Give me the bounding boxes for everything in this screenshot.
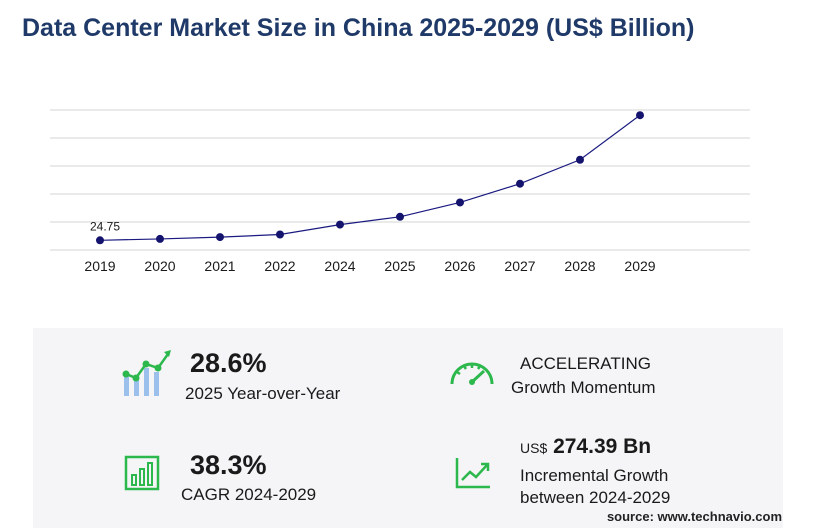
momentum-line2: Growth Momentum (511, 378, 656, 397)
incremental-line1: Incremental Growth (520, 466, 669, 485)
incremental-value: US$ 274.39 Bn (520, 435, 651, 459)
data-label: 24.75 (90, 219, 120, 233)
yoy-label: 2025 Year-over-Year (185, 384, 341, 403)
data-point (456, 198, 464, 207)
data-point (96, 236, 104, 245)
incremental-amount: 274.39 Bn (553, 435, 652, 458)
data-point (336, 220, 344, 229)
x-tick-label: 2024 (324, 258, 355, 274)
cagr-label: CAGR 2024-2029 (181, 485, 317, 504)
data-point (276, 230, 284, 239)
chart-title: Data Center Market Size in China 2025-20… (22, 14, 695, 42)
cagr-value: 38.3% (190, 450, 267, 480)
line-chart: 2019 2020 2021 2022 2024 2025 2026 2027 2028 2029… (50, 109, 750, 274)
incremental-line2: between 2024-2029 (520, 488, 671, 507)
growth-chart-icon (122, 350, 171, 396)
x-tick-label: 2027 (504, 258, 535, 274)
x-tick-label: 2020 (144, 258, 175, 274)
x-tick-label: 2021 (204, 258, 235, 274)
yoy-value: 28.6% (190, 348, 267, 378)
bar-chart-icon (124, 455, 160, 491)
data-point (576, 155, 584, 164)
data-point (216, 233, 224, 242)
x-tick-label: 2019 (84, 258, 115, 274)
stats-panel (33, 328, 783, 528)
data-point (156, 234, 164, 243)
x-tick-label: 2026 (444, 258, 475, 274)
source-note: source: www.technavio.com (606, 509, 782, 524)
speedometer-icon (450, 362, 494, 385)
trend-line-icon (455, 458, 490, 489)
x-tick-label: 2022 (264, 258, 295, 274)
x-tick-label: 2028 (564, 258, 595, 274)
x-tick-label: 2025 (384, 258, 415, 274)
data-point (396, 212, 404, 221)
momentum-line1: ACCELERATING (520, 354, 651, 373)
series-line (99, 114, 641, 241)
data-point (516, 179, 524, 188)
x-tick-label: 2029 (624, 258, 655, 274)
data-point (636, 111, 644, 120)
currency-unit: US$ (520, 440, 548, 456)
